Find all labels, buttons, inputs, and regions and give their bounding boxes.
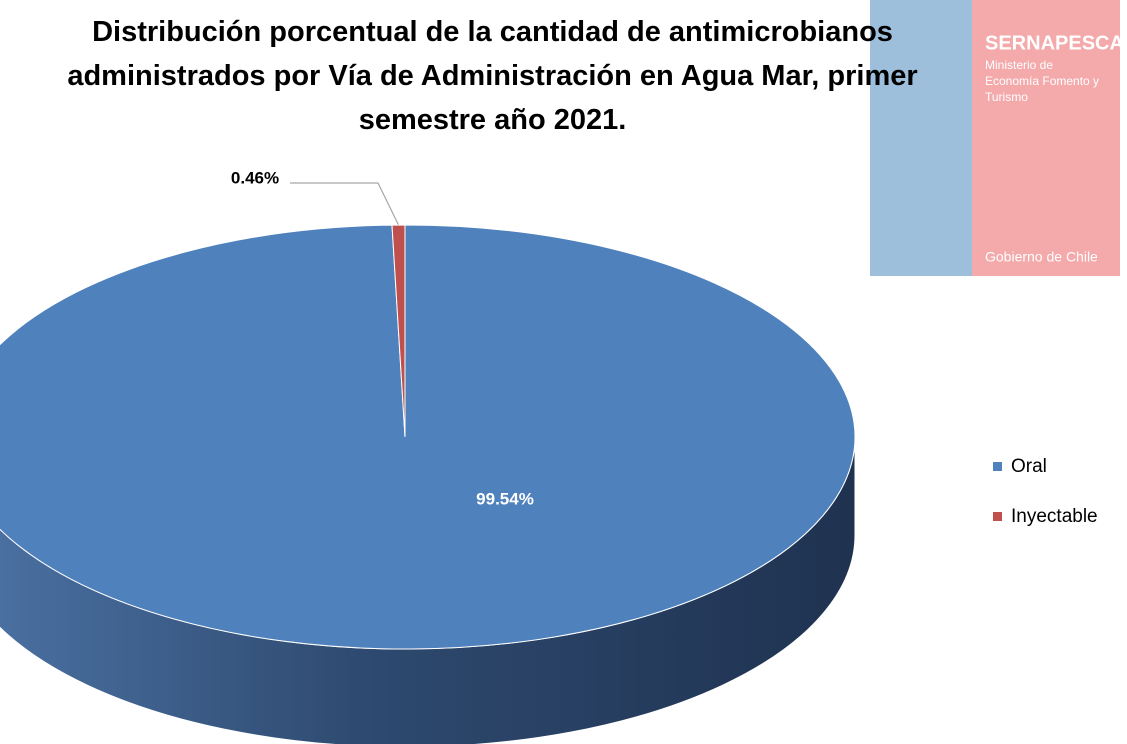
logo-subtitle: Turismo	[985, 90, 1028, 104]
data-label: 99.54%	[476, 489, 534, 508]
data-label: 0.46%	[231, 168, 279, 187]
leader-line	[290, 182, 401, 229]
legend-label: Inyectable	[1011, 506, 1098, 527]
logo-name: SERNAPESCA	[985, 32, 1124, 54]
logo-footer: Gobierno de Chile	[985, 249, 1098, 265]
logo-subtitle: Economía Fomento y	[985, 74, 1099, 88]
pie-slice	[391, 224, 406, 438]
logo-pink	[972, 0, 1120, 276]
logo-subtitle: Ministerio de	[985, 58, 1053, 72]
logo-blue	[870, 0, 972, 276]
legend-swatch	[993, 512, 1002, 521]
legend-label: Oral	[1011, 456, 1047, 477]
legend-swatch	[993, 462, 1002, 471]
pie-slice	[0, 224, 856, 650]
chart-title: Distribución porcentual de la cantidad d…	[67, 16, 918, 136]
